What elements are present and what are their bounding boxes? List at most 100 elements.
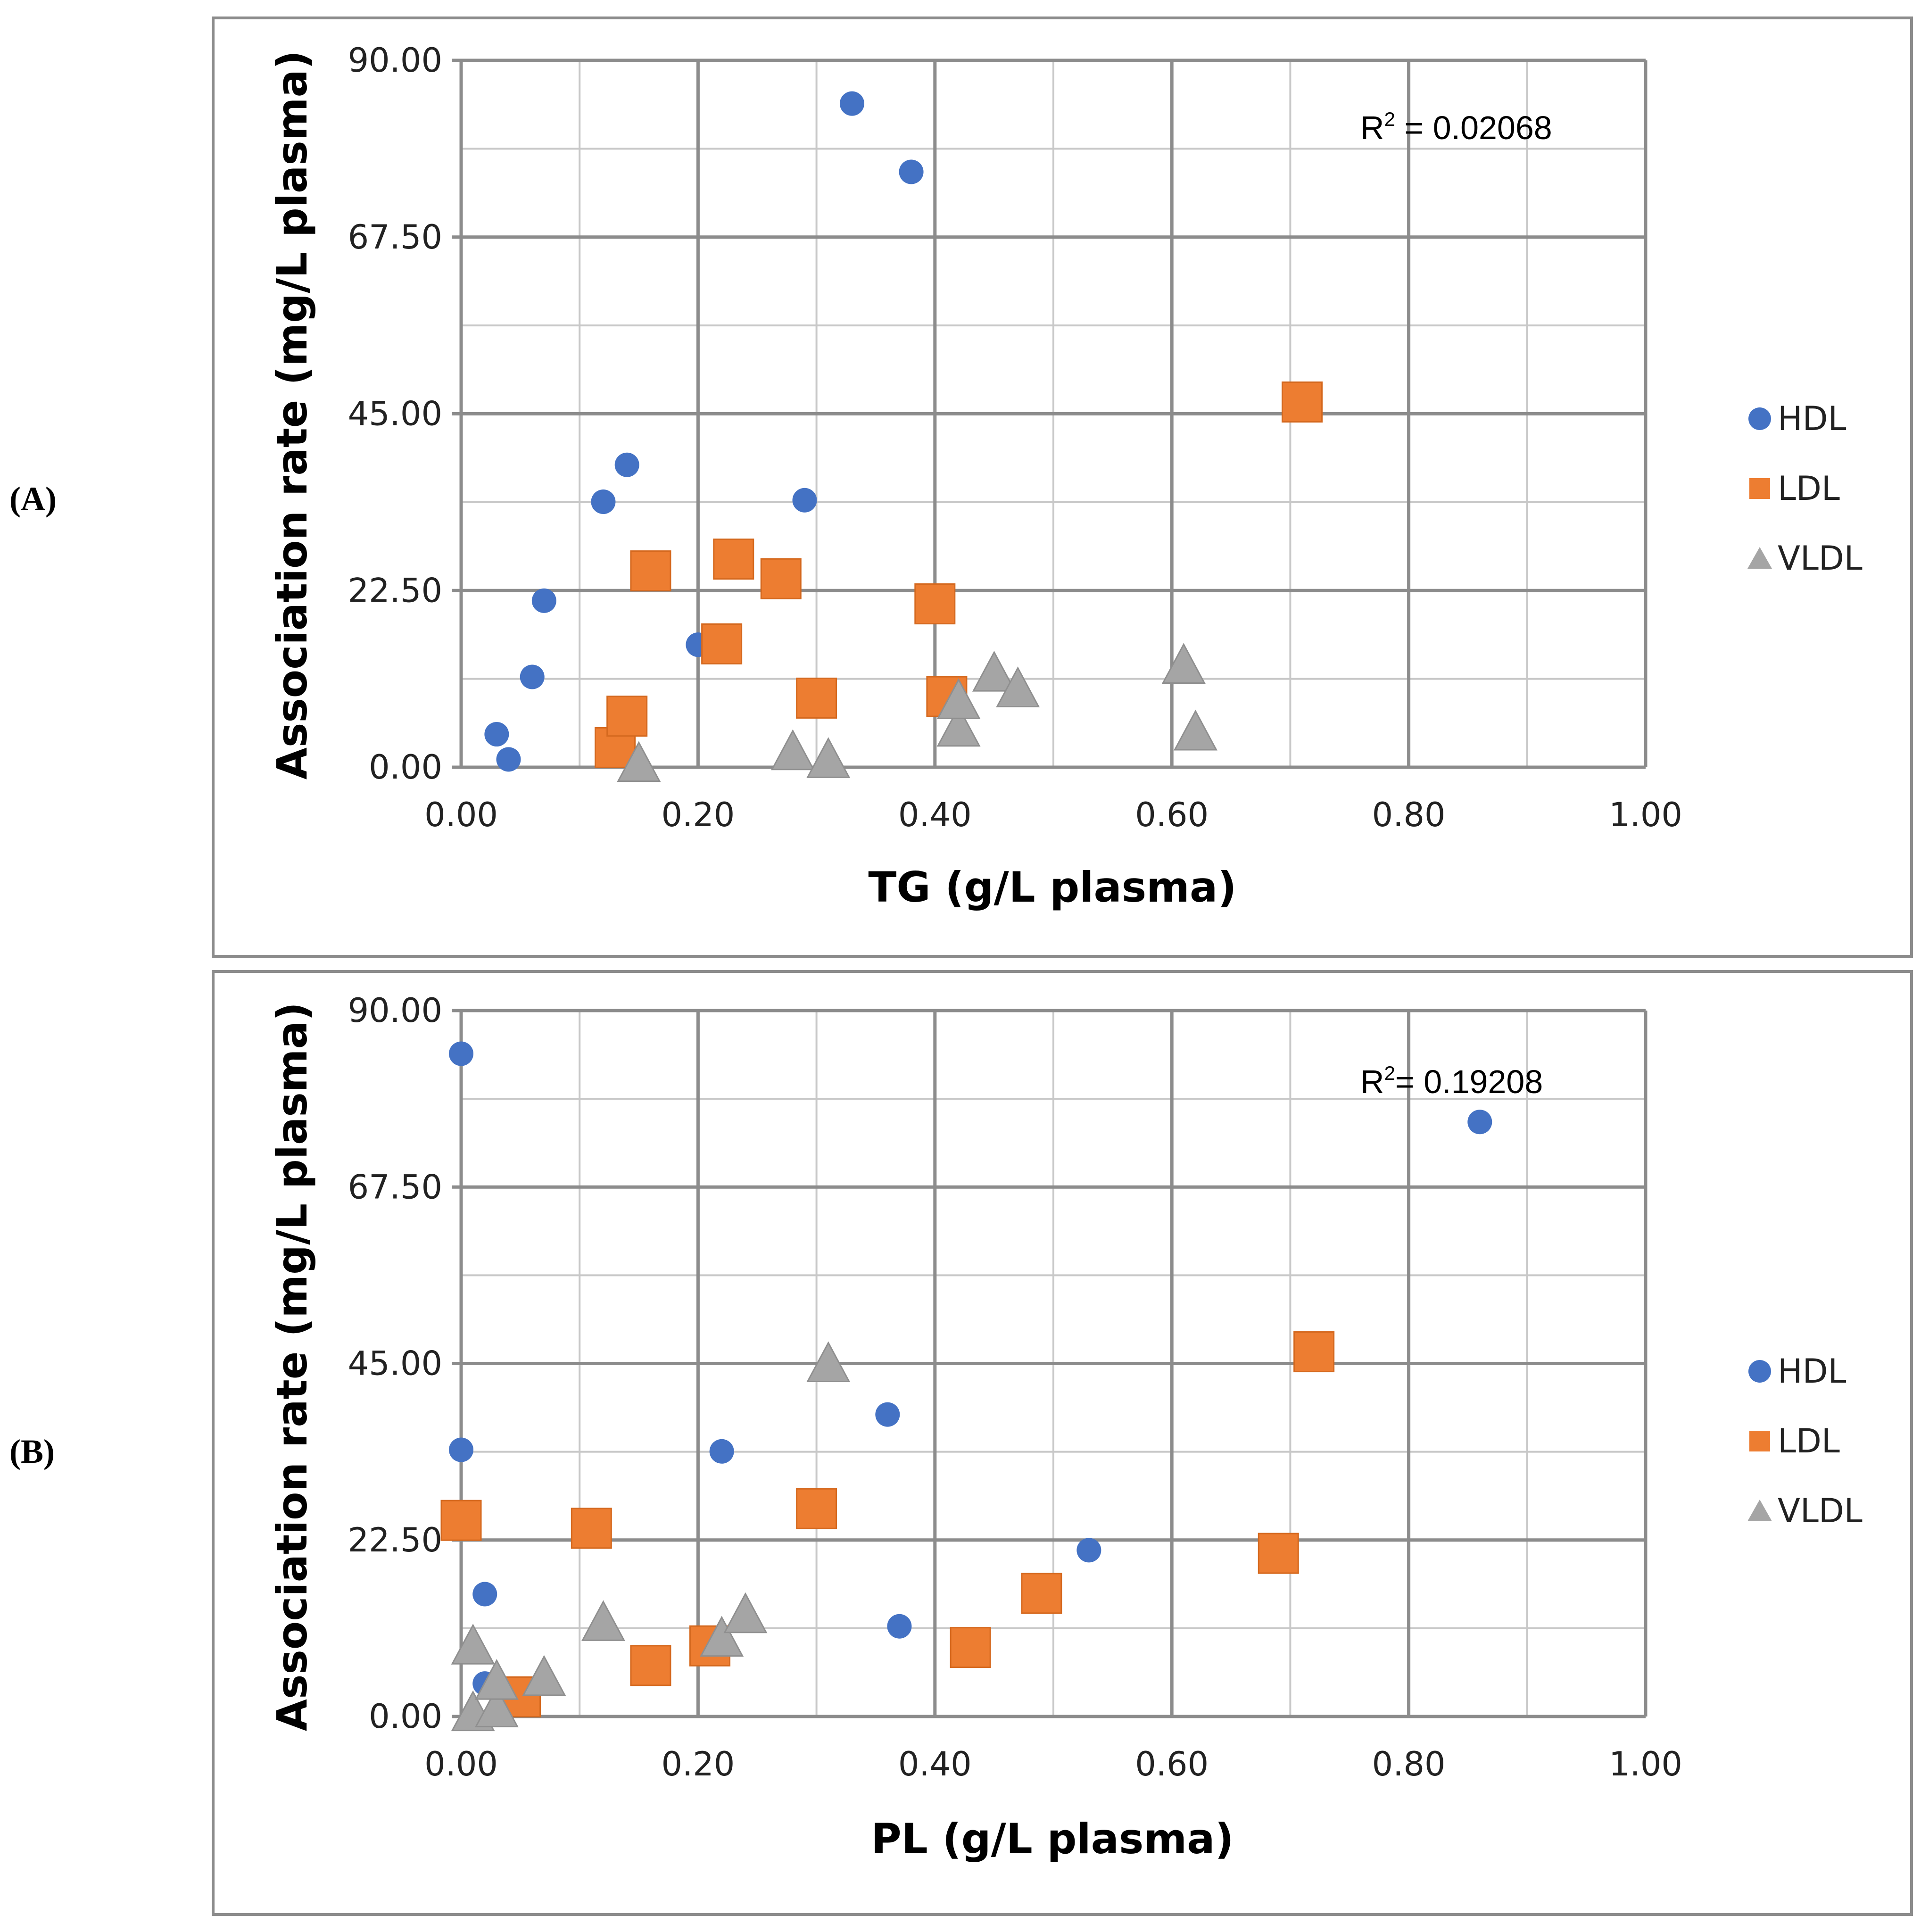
chart-a-point-ldl	[914, 583, 956, 625]
chart-b-point-ldl	[1258, 1533, 1299, 1574]
chart-a-point-ldl	[713, 539, 754, 580]
chart-b-point-vldl	[806, 1341, 851, 1382]
chart-b-r2: R2= 0.19208	[1360, 1062, 1543, 1100]
chart-b-point-vldl	[474, 1686, 519, 1727]
chart-a-legend-ldl: LDL	[1778, 469, 1840, 508]
chart-b-r2-value: = 0.19208	[1395, 1063, 1543, 1100]
chart-b-x-tick-label: 0.80	[1372, 1745, 1446, 1783]
chart-b-point-hdl	[875, 1402, 900, 1427]
chart-a-point-ldl	[630, 550, 671, 592]
chart-a-point-vldl	[936, 678, 981, 719]
chart-a-point-vldl	[617, 741, 661, 782]
chart-a-legend: HDL LDL VLDL	[1747, 399, 1863, 578]
chart-b-point-ldl	[1021, 1573, 1062, 1614]
panel-b-frame	[212, 970, 1913, 1916]
chart-b-point-vldl	[723, 1592, 768, 1633]
chart-a-point-vldl	[770, 729, 815, 771]
chart-b-x-tick-label: 0.00	[424, 1745, 498, 1783]
chart-a-point-vldl	[1173, 709, 1217, 751]
chart-b-r2-label: R	[1360, 1063, 1384, 1100]
chart-b-point-vldl	[522, 1655, 566, 1696]
panel-b-label: (B)	[9, 1433, 55, 1470]
chart-b-x-tick-label: 0.20	[661, 1745, 735, 1783]
chart-b-x-tick-label: 0.60	[1135, 1745, 1209, 1783]
chart-a-y-title: Association rate (mg/L plasma)	[268, 50, 316, 779]
chart-a-x-tick-label: 0.80	[1372, 796, 1446, 834]
chart-b-legend-ldl: LDL	[1778, 1422, 1840, 1460]
chart-b-marks	[440, 1041, 1492, 1732]
chart-b-point-ldl	[950, 1627, 991, 1668]
chart-b-point-ldl	[630, 1645, 671, 1686]
chart-b-point-hdl	[1467, 1110, 1492, 1135]
chart-a: 0.00 0.20 0.40 0.60 0.80 1.00 0.00 22.50 45.00 67…	[268, 41, 1863, 912]
chart-a-legend-hdl: HDL	[1778, 399, 1846, 438]
chart-b-y-tick-label: 0.00	[369, 1697, 442, 1736]
panel-a-frame	[212, 17, 1913, 958]
chart-a-r2-exp: 2	[1384, 108, 1395, 130]
chart-b-point-vldl	[581, 1600, 625, 1641]
chart-b-point-ldl	[571, 1508, 612, 1549]
chart-b-point-hdl	[709, 1439, 734, 1464]
chart-a-y-tick-label: 67.50	[348, 218, 442, 257]
chart-a-grid	[452, 58, 1648, 769]
chart-a-point-hdl	[591, 489, 616, 514]
chart-a-legend-ldl-marker	[1749, 478, 1770, 499]
chart-b-y-tick-label: 22.50	[348, 1521, 442, 1559]
chart-a-ticks: 0.00 0.20 0.40 0.60 0.80 1.00 0.00 22.50 45.00 67…	[348, 41, 1682, 834]
chart-a-y-tick-label: 0.00	[369, 748, 442, 787]
chart-b-y-tick-label: 45.00	[348, 1344, 442, 1383]
chart-a-point-vldl	[972, 650, 1016, 692]
chart-b-y-title: Association rate (mg/L plasma)	[268, 1002, 316, 1731]
chart-b-x-tick-label: 1.00	[1609, 1745, 1682, 1783]
chart-a-marks	[484, 91, 1323, 782]
chart-b-x-tick-label: 0.40	[898, 1745, 972, 1783]
chart-a-y-tick-label: 45.00	[348, 395, 442, 433]
chart-b-point-vldl	[474, 1658, 519, 1700]
chart-a-point-hdl	[839, 91, 864, 116]
chart-a-y-tick-label: 90.00	[348, 41, 442, 80]
chart-b-point-vldl	[700, 1616, 744, 1657]
chart-b-legend-vldl: VLDL	[1778, 1492, 1863, 1530]
chart-b-ticks: 0.00 0.20 0.40 0.60 0.80 1.00 0.00 22.50 45.00 67…	[348, 991, 1682, 1783]
chart-b-point-vldl	[451, 1624, 495, 1665]
chart-b-r2-exp: 2	[1384, 1062, 1395, 1084]
chart-b-point-ldl	[796, 1488, 837, 1529]
chart-a-point-hdl	[520, 664, 545, 689]
chart-a-point-vldl	[1161, 643, 1206, 684]
chart-b-legend-hdl: HDL	[1778, 1352, 1846, 1391]
chart-a-r2: R2 = 0.02068	[1360, 108, 1552, 146]
chart-a-legend-hdl-marker	[1748, 407, 1771, 430]
chart-a-point-hdl	[531, 588, 556, 613]
chart-b-point-ldl	[440, 1500, 482, 1541]
chart-b-point-ldl	[1293, 1331, 1335, 1373]
chart-b-legend-hdl-marker	[1748, 1360, 1771, 1383]
chart-a-point-ldl	[1282, 381, 1323, 423]
chart-a-x-title: TG (g/L plasma)	[868, 863, 1236, 912]
chart-a-x-tick-label: 0.20	[661, 796, 735, 834]
chart-b-legend: HDL LDL VLDL	[1747, 1352, 1863, 1530]
chart-b-legend-ldl-marker	[1749, 1431, 1770, 1451]
chart-a-point-ldl	[796, 677, 837, 719]
chart-a-point-vldl	[936, 705, 981, 747]
chart-a-point-ldl	[701, 623, 743, 665]
chart-b-y-tick-label: 90.00	[348, 991, 442, 1030]
chart-a-x-tick-label: 0.00	[424, 796, 498, 834]
chart-a-point-hdl	[496, 747, 521, 772]
chart-a-y-tick-label: 22.50	[348, 571, 442, 610]
chart-a-x-tick-label: 1.00	[1609, 796, 1682, 834]
chart-a-x-tick-label: 0.40	[898, 796, 972, 834]
chart-a-legend-vldl: VLDL	[1778, 539, 1863, 578]
chart-a-point-vldl	[806, 737, 851, 778]
chart-a-point-hdl	[899, 159, 924, 184]
chart-b-point-hdl	[1076, 1538, 1101, 1563]
chart-b-x-title: PL (g/L plasma)	[871, 1815, 1234, 1863]
chart-b-legend-vldl-marker	[1747, 1500, 1772, 1521]
chart-b-point-hdl	[449, 1041, 473, 1066]
chart-b-point-hdl	[887, 1614, 912, 1639]
chart-a-r2-value: = 0.02068	[1395, 109, 1552, 146]
chart-a-point-vldl	[996, 666, 1040, 707]
chart-a-point-hdl	[614, 452, 639, 477]
chart-a-point-hdl	[792, 488, 817, 513]
chart-b-point-hdl	[472, 1582, 497, 1607]
